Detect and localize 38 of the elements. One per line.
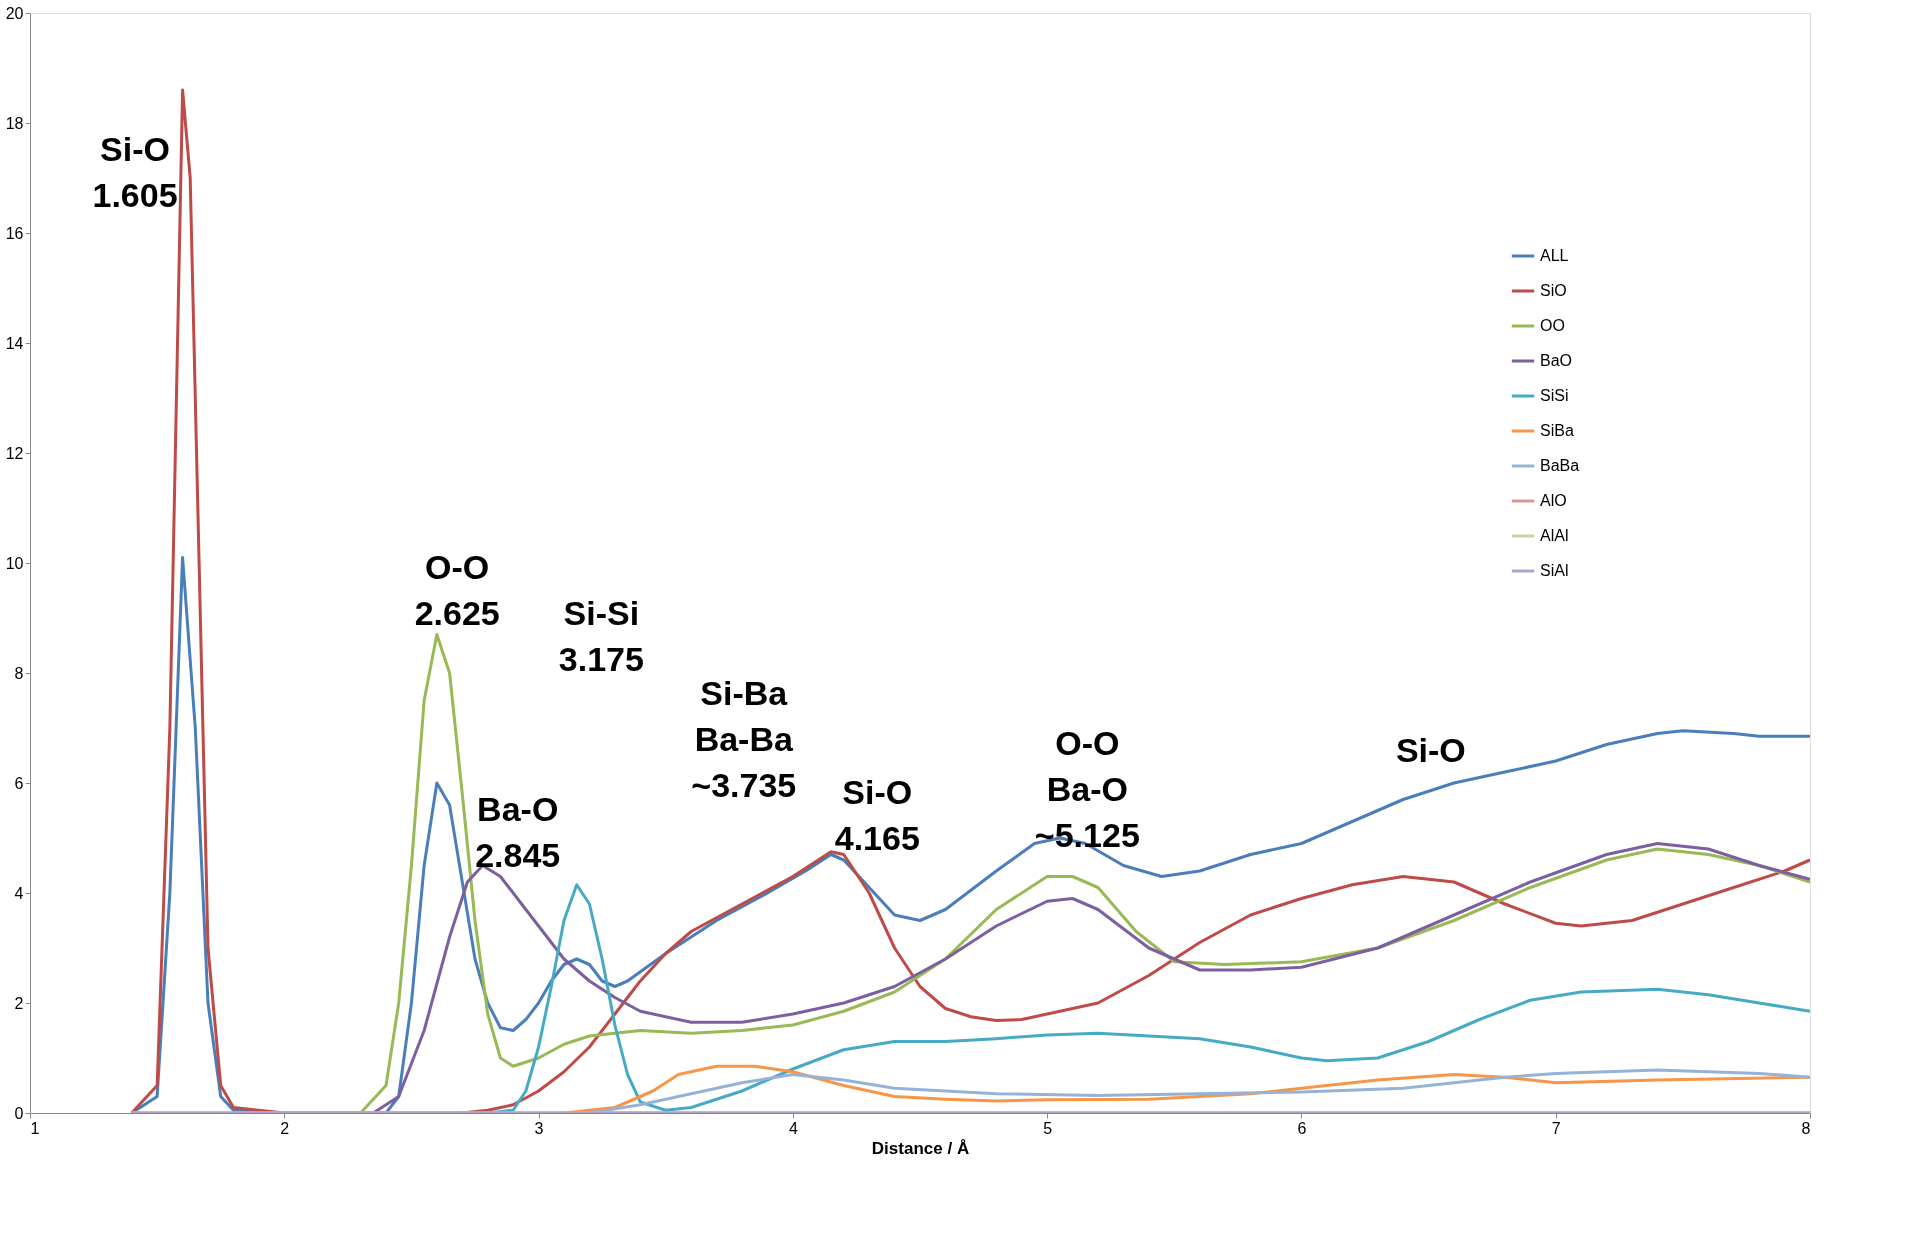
legend-label: SiSi: [1540, 387, 1569, 404]
legend-label: SiBa: [1540, 422, 1574, 439]
x-tick-label: 6: [1297, 1119, 1307, 1137]
y-tick-label: 20: [5, 4, 24, 22]
x-tick-label: 1: [30, 1119, 40, 1137]
x-axis-title: Distance / Å: [871, 1138, 970, 1158]
legend-label: BaO: [1540, 352, 1573, 369]
annotation: O-O 2.625: [414, 547, 500, 632]
legend-label: OO: [1540, 317, 1565, 334]
x-tick-label: 5: [1043, 1119, 1053, 1137]
x-tick-label: 2: [280, 1119, 290, 1137]
annotation: Ba-O 2.845: [475, 789, 561, 874]
annotation: Si-O 4.165: [834, 773, 920, 857]
x-tick-label: 4: [788, 1119, 798, 1137]
y-tick-label: 10: [5, 554, 24, 572]
x-tick-label: 7: [1551, 1119, 1561, 1137]
y-tick-label: 6: [14, 774, 24, 792]
annotation: O-O Ba-O ~5.125: [1034, 723, 1140, 854]
y-tick-label: 2: [14, 994, 24, 1012]
annotation: Si-O: [1395, 731, 1466, 770]
y-tick-label: 8: [14, 664, 24, 682]
annotation: Si-Ba Ba-Ba ~3.735: [691, 674, 797, 804]
y-tick-label: 18: [5, 114, 24, 132]
y-tick-label: 0: [14, 1104, 24, 1122]
legend-label: AlAl: [1540, 527, 1569, 544]
x-tick-label: 8: [1801, 1119, 1811, 1137]
y-tick-label: 12: [5, 444, 24, 462]
legend-label: ALL: [1540, 247, 1569, 264]
legend-label: SiO: [1540, 282, 1567, 299]
annotation: Si-Si 3.175: [558, 593, 644, 678]
y-tick-label: 14: [5, 334, 24, 352]
legend-label: BaBa: [1540, 457, 1580, 474]
legend-label: AlO: [1540, 492, 1567, 509]
x-tick-label: 3: [534, 1119, 544, 1137]
annotation: Si-O 1.605: [92, 129, 178, 214]
legend-label: SiAl: [1540, 562, 1569, 579]
y-tick-label: 16: [5, 224, 24, 242]
y-tick-label: 4: [14, 884, 24, 902]
